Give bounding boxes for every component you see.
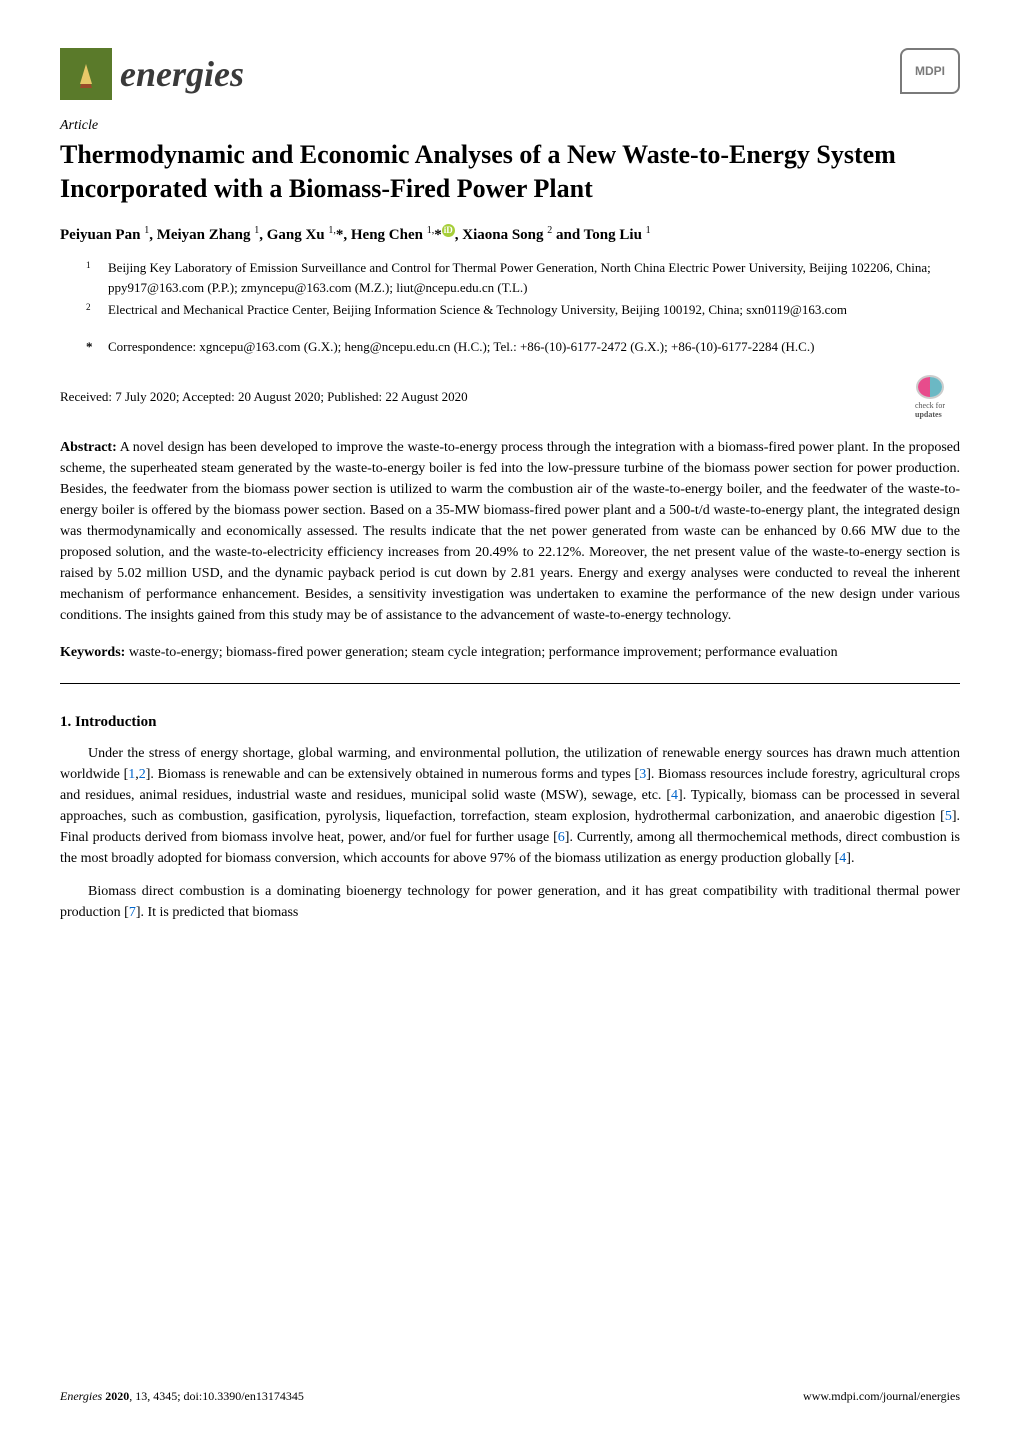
page-header: energies MDPI bbox=[60, 48, 960, 100]
footer-year: 2020 bbox=[105, 1389, 129, 1403]
check-for-updates-badge[interactable]: check forupdates bbox=[900, 375, 960, 419]
affiliation-item: 2 Electrical and Mechanical Practice Cen… bbox=[86, 300, 960, 321]
footer-right: www.mdpi.com/journal/energies bbox=[803, 1389, 960, 1404]
check-updates-icon bbox=[916, 375, 944, 399]
check-updates-label: check forupdates bbox=[915, 401, 945, 419]
correspondence: * Correspondence: xgncepu@163.com (G.X.)… bbox=[86, 337, 960, 357]
affiliation-number: 1 bbox=[86, 258, 108, 298]
journal-name: energies bbox=[120, 53, 244, 95]
section-heading: 1. Introduction bbox=[60, 714, 960, 731]
body-paragraph: Biomass direct combustion is a dominatin… bbox=[60, 881, 960, 923]
affiliation-item: 1 Beijing Key Laboratory of Emission Sur… bbox=[86, 258, 960, 298]
journal-logo: energies bbox=[60, 48, 244, 100]
keywords: Keywords: waste-to-energy; biomass-fired… bbox=[60, 642, 960, 663]
reference-link[interactable]: 7 bbox=[129, 905, 136, 920]
publication-dates: Received: 7 July 2020; Accepted: 20 Augu… bbox=[60, 389, 468, 405]
keywords-label: Keywords: bbox=[60, 645, 125, 660]
footer-citation: , 13, 4345; doi:10.3390/en13174345 bbox=[129, 1389, 304, 1403]
article-type: Article bbox=[60, 118, 960, 134]
reference-link[interactable]: 5 bbox=[945, 809, 952, 824]
abstract-text: A novel design has been developed to imp… bbox=[60, 440, 960, 623]
abstract-label: Abstract: bbox=[60, 440, 117, 455]
correspondence-marker: * bbox=[86, 337, 108, 357]
affiliation-number: 2 bbox=[86, 300, 108, 321]
energies-icon bbox=[60, 48, 112, 100]
reference-link[interactable]: 3 bbox=[639, 767, 646, 782]
affiliation-text: Beijing Key Laboratory of Emission Surve… bbox=[108, 258, 960, 298]
correspondence-text: Correspondence: xgncepu@163.com (G.X.); … bbox=[108, 337, 814, 357]
affiliation-text: Electrical and Mechanical Practice Cente… bbox=[108, 300, 960, 321]
separator-line bbox=[60, 683, 960, 684]
authors-part2: , Xiaona Song 2 and Tong Liu 1 bbox=[455, 227, 651, 243]
authors-part1: Peiyuan Pan 1, Meiyan Zhang 1, Gang Xu 1… bbox=[60, 227, 442, 243]
footer-journal: Energies bbox=[60, 1389, 102, 1403]
body-paragraph: Under the stress of energy shortage, glo… bbox=[60, 743, 960, 869]
reference-link[interactable]: 2 bbox=[139, 767, 146, 782]
footer-left: Energies 2020, 13, 4345; doi:10.3390/en1… bbox=[60, 1389, 304, 1404]
abstract: Abstract: A novel design has been develo… bbox=[60, 437, 960, 626]
reference-link[interactable]: 1 bbox=[128, 767, 135, 782]
mdpi-logo: MDPI bbox=[900, 48, 960, 94]
dates-row: Received: 7 July 2020; Accepted: 20 Augu… bbox=[60, 375, 960, 419]
affiliations: 1 Beijing Key Laboratory of Emission Sur… bbox=[86, 258, 960, 321]
reference-link[interactable]: 6 bbox=[558, 830, 565, 845]
reference-link[interactable]: 4 bbox=[839, 851, 846, 866]
page-footer: Energies 2020, 13, 4345; doi:10.3390/en1… bbox=[60, 1389, 960, 1404]
orcid-icon: iD bbox=[442, 224, 455, 237]
article-title: Thermodynamic and Economic Analyses of a… bbox=[60, 138, 960, 206]
reference-link[interactable]: 4 bbox=[671, 788, 678, 803]
keywords-text: waste-to-energy; biomass-fired power gen… bbox=[129, 645, 838, 660]
authors-line: Peiyuan Pan 1, Meiyan Zhang 1, Gang Xu 1… bbox=[60, 224, 960, 244]
